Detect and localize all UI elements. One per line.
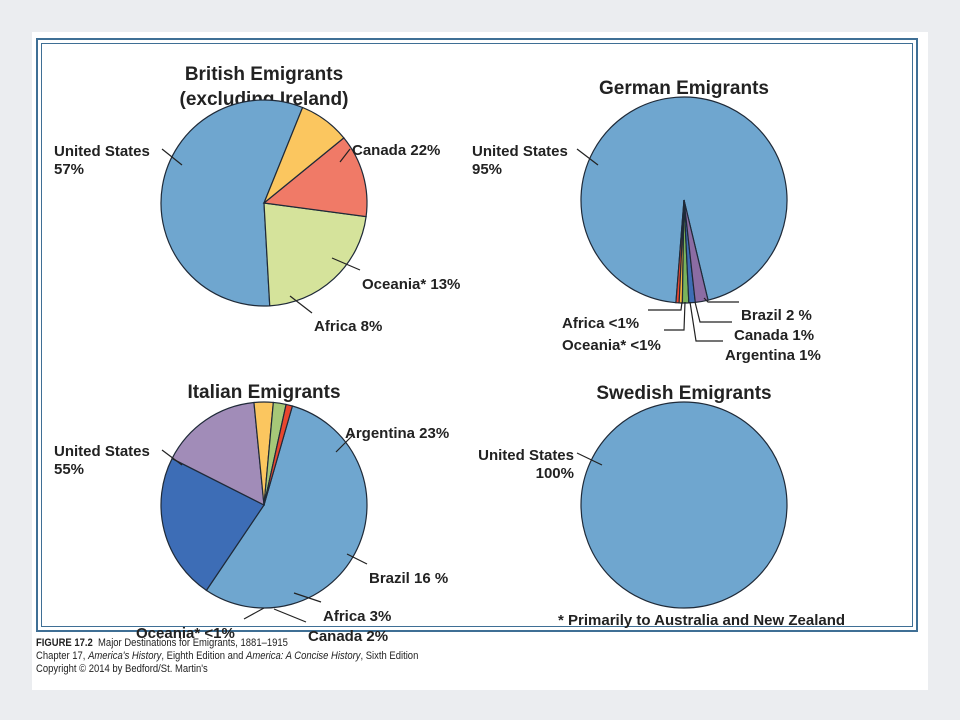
slice-label: Brazil 16 % <box>369 570 448 587</box>
pie-slice <box>262 137 368 218</box>
caption-book-title-2: America: A Concise History <box>246 650 361 662</box>
slice-label: 55% <box>54 461 84 478</box>
pie-slice <box>263 106 345 204</box>
slice-label: Argentina 1% <box>725 347 821 364</box>
caption-chapter: Chapter 17, <box>36 650 89 662</box>
footnote: * Primarily to Australia and New Zealand <box>558 612 845 629</box>
figure-frame-inner <box>41 43 913 627</box>
slice-label: 100% <box>536 465 574 482</box>
british-pie-chart: British Emigrants(excluding Ireland)Unit… <box>54 64 460 335</box>
pie-slice <box>160 457 265 592</box>
slice-label: Canada 1% <box>734 327 814 344</box>
pie-slice <box>263 202 367 307</box>
figure-frame <box>36 38 918 632</box>
slice-label: Africa 3% <box>323 608 391 625</box>
slice-label: Africa <1% <box>562 315 639 332</box>
leader-line <box>664 301 686 331</box>
leader-line <box>576 148 599 166</box>
leader-line <box>346 553 368 565</box>
slice-label: United States <box>478 447 574 464</box>
leader-line <box>335 433 355 453</box>
slice-label: 57% <box>54 161 84 178</box>
leader-line <box>694 301 732 323</box>
caption-edition-1: , Eighth Edition and <box>161 650 247 662</box>
slice-label: Oceania* 13% <box>362 276 460 293</box>
leader-line <box>273 608 307 623</box>
leader-line <box>289 295 313 314</box>
leader-line <box>161 148 183 166</box>
slice-label: Africa 8% <box>314 318 382 335</box>
caption-figure-title: Major Destinations for Emigrants, 1881–1… <box>98 637 288 649</box>
pie-slice <box>580 96 788 304</box>
slice-label: Oceania* <1% <box>562 337 661 354</box>
leader-line <box>331 257 361 271</box>
slice-label: Oceania* <1% <box>136 625 235 642</box>
leader-line <box>339 148 351 163</box>
leader-line <box>648 301 683 311</box>
pie-slice <box>171 401 265 507</box>
leader-line <box>161 449 183 466</box>
chart-title-line: German Emigrants <box>599 78 769 99</box>
caption-figure-label: FIGURE 17.2 <box>36 637 93 649</box>
chart-title-line: Italian Emigrants <box>187 382 340 403</box>
chart-title-line: British Emigrants <box>185 64 343 85</box>
pie-charts: British Emigrants(excluding Ireland)Unit… <box>54 64 845 645</box>
caption-edition-2: , Sixth Edition <box>360 650 419 662</box>
leader-line <box>243 607 265 620</box>
slice-label: 95% <box>472 161 502 178</box>
slice-label: United States <box>54 143 150 160</box>
leader-line <box>703 297 739 303</box>
slide: British Emigrants (excluding Ireland) Unit… <box>32 32 928 690</box>
pie-slice <box>205 405 368 609</box>
pie-slice <box>263 403 294 506</box>
caption-line-3: Copyright © 2014 by Bedford/St. Martin's <box>36 663 208 675</box>
slice-label: United States <box>472 143 568 160</box>
slice-label: Argentina 23% <box>345 425 449 442</box>
caption-line-2: Chapter 17, America's History, Eighth Ed… <box>36 650 793 663</box>
leader-line <box>689 301 723 342</box>
caption-book-title-1: America's History <box>88 650 162 662</box>
pie-slice <box>580 401 788 609</box>
pie-slice <box>160 99 304 307</box>
slice-label: Canada 2% <box>308 628 388 645</box>
slice-label: United States <box>54 443 150 460</box>
figure-caption: FIGURE 17.2 Major Destinations for Emigr… <box>36 637 793 676</box>
slice-label: Canada 22% <box>352 142 440 159</box>
leader-line <box>576 452 603 466</box>
chart-title-line: Swedish Emigrants <box>596 383 771 404</box>
slice-label: Brazil 2 % <box>741 307 812 324</box>
caption-line-1: FIGURE 17.2 Major Destinations for Emigr… <box>36 637 793 650</box>
leader-line <box>293 592 322 603</box>
